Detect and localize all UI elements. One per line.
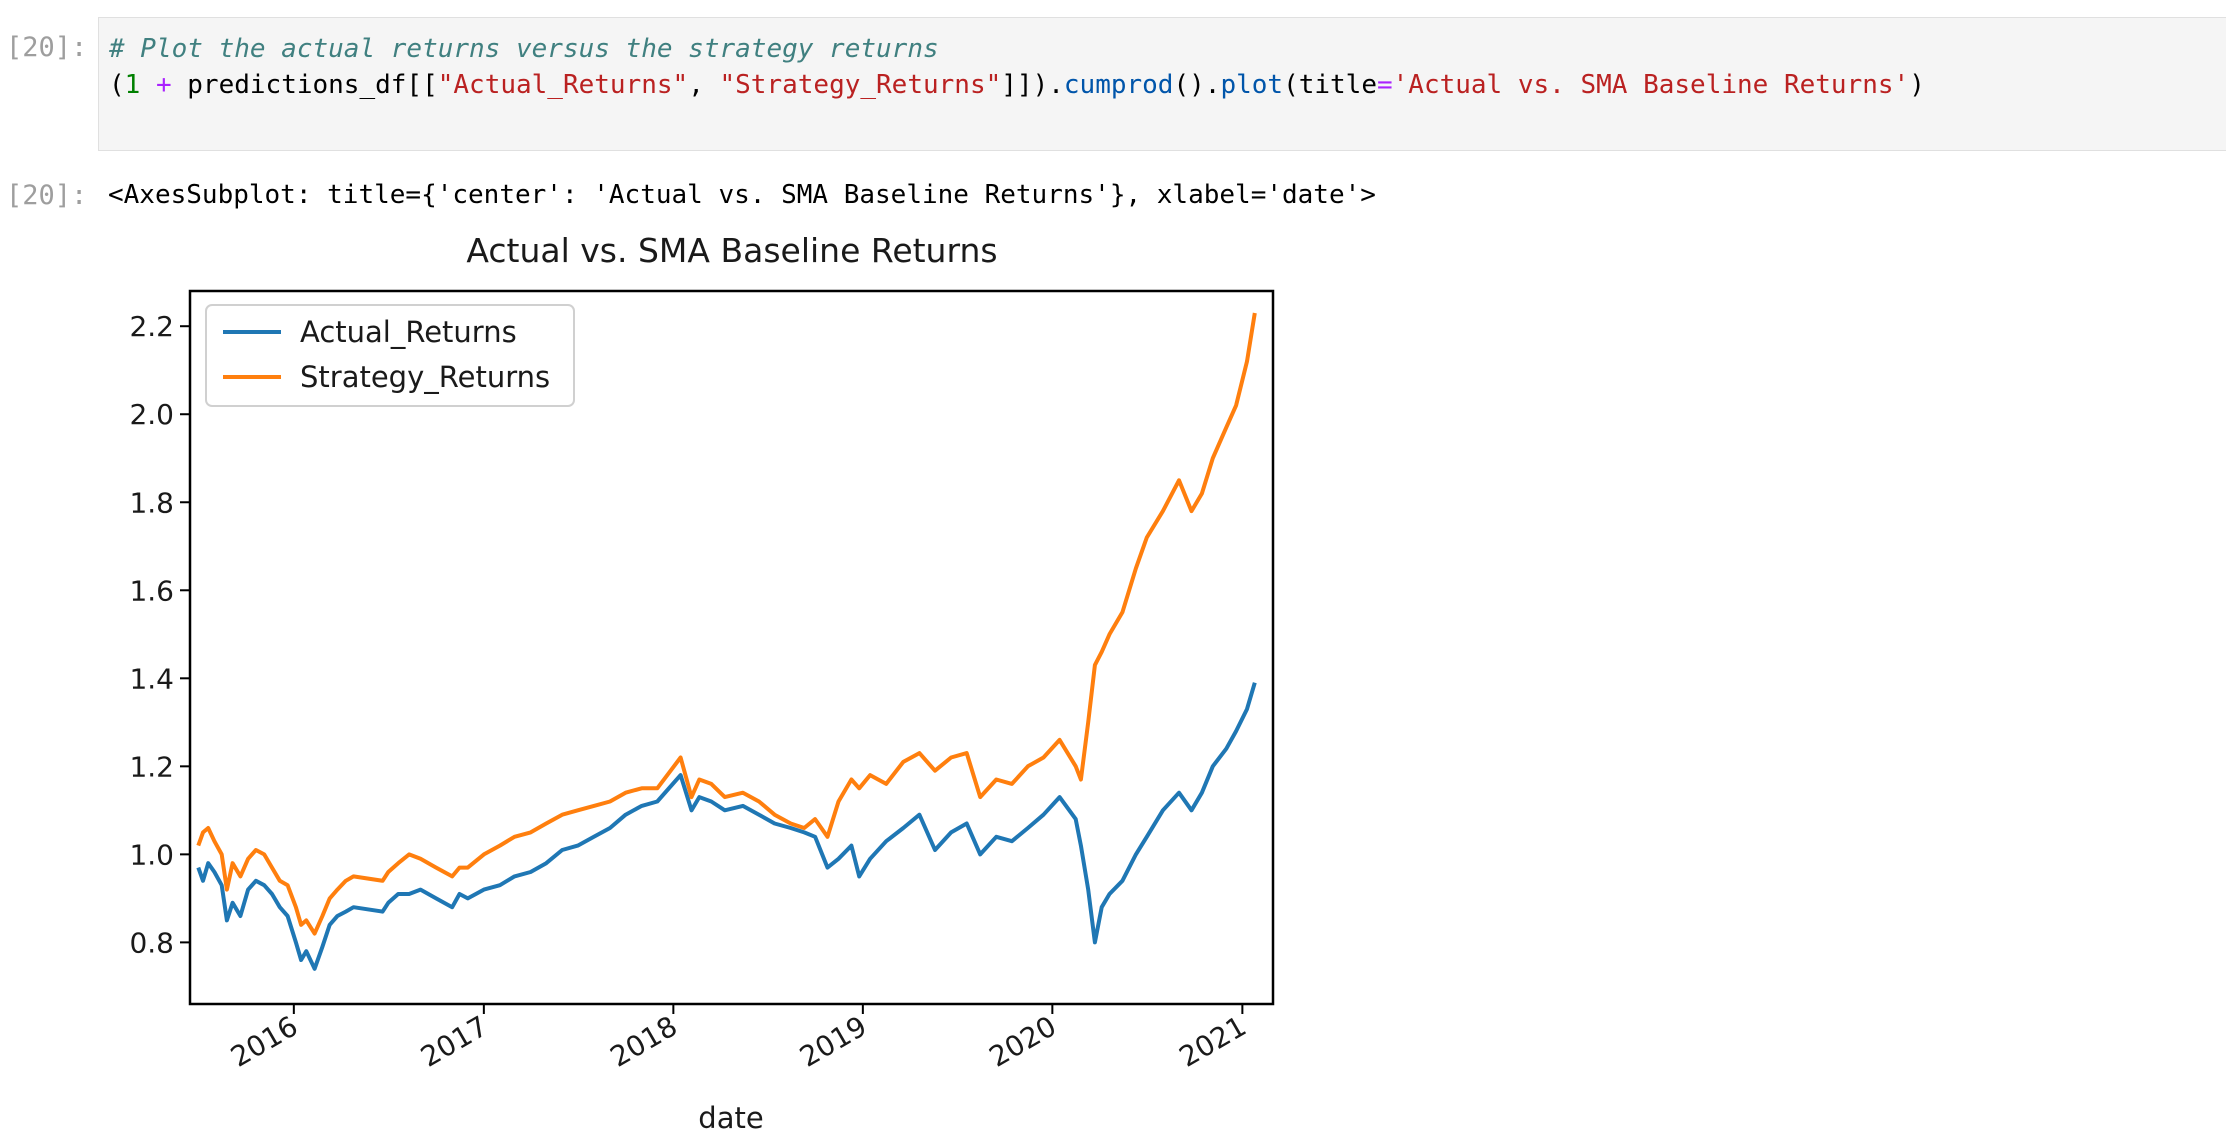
code-token: (title — [1283, 70, 1377, 100]
code-operator: = — [1376, 70, 1393, 100]
legend-label-strategy: Strategy_Returns — [300, 360, 550, 394]
line-chart: Actual vs. SMA Baseline Returns 0.8 1.0 1.… — [129, 231, 1275, 1135]
code-number: 1 — [124, 70, 141, 100]
code-line-plot: (1 + predictions_df[["Actual_Returns", "… — [109, 70, 1925, 100]
output-prompt: [20]: — [6, 180, 88, 211]
x-tick-label: 2020 — [984, 1009, 1062, 1073]
chart-title: Actual vs. SMA Baseline Returns — [466, 231, 997, 270]
x-axis-label: date — [698, 1101, 763, 1135]
code-token: , — [688, 70, 720, 100]
code-string: "Actual_Returns" — [437, 70, 689, 100]
input-prompt: [20]: — [6, 32, 88, 63]
series-line-actual-returns — [196, 682, 1257, 971]
legend-box — [205, 304, 575, 407]
y-tick-label: 1.8 — [129, 486, 174, 519]
y-tick-label: 1.2 — [129, 750, 174, 783]
x-axis: 2016 2017 2018 2019 2020 2021 — [225, 1004, 1252, 1074]
code-token: predictions_df[[ — [171, 70, 438, 100]
y-tick-label: 1.4 — [129, 662, 174, 695]
y-tick-label: 0.8 — [129, 926, 174, 959]
y-tick-label: 2.2 — [129, 310, 174, 343]
code-method: plot — [1220, 70, 1284, 100]
code-token: (). — [1173, 70, 1221, 100]
y-tick-label: 2.0 — [129, 398, 174, 431]
series-layer — [196, 312, 1257, 971]
series-line-strategy-returns — [196, 312, 1257, 936]
code-token: ]]). — [1001, 70, 1064, 100]
legend: Actual_Returns Strategy_Returns — [205, 304, 575, 407]
x-tick-label: 2018 — [605, 1009, 683, 1073]
code-operator: + — [155, 70, 172, 100]
x-tick-label: 2021 — [1174, 1009, 1252, 1073]
code-line-comment: # Plot the actual returns versus the str… — [109, 34, 939, 64]
code-method: cumprod — [1063, 70, 1174, 100]
x-tick-label: 2017 — [415, 1009, 493, 1073]
code-input-area[interactable]: # Plot the actual returns versus the str… — [98, 17, 2226, 151]
plot-frame — [188, 289, 1275, 1006]
code-token: ) — [1909, 70, 1925, 100]
code-string: "Strategy_Returns" — [719, 70, 1002, 100]
output-repr-text: <AxesSubplot: title={'center': 'Actual v… — [108, 180, 1376, 210]
code-token — [140, 70, 156, 100]
x-tick-label: 2019 — [794, 1009, 872, 1073]
y-axis: 0.8 1.0 1.2 1.4 1.6 1.8 2.0 2.2 — [129, 310, 190, 959]
code-token: ( — [109, 70, 125, 100]
x-tick-label: 2016 — [225, 1009, 303, 1073]
code-string: 'Actual vs. SMA Baseline Returns' — [1392, 70, 1910, 100]
legend-label-actual: Actual_Returns — [300, 315, 517, 349]
code-comment: # Plot the actual returns versus the str… — [109, 34, 939, 64]
y-tick-label: 1.0 — [129, 838, 174, 871]
y-tick-label: 1.6 — [129, 574, 174, 607]
